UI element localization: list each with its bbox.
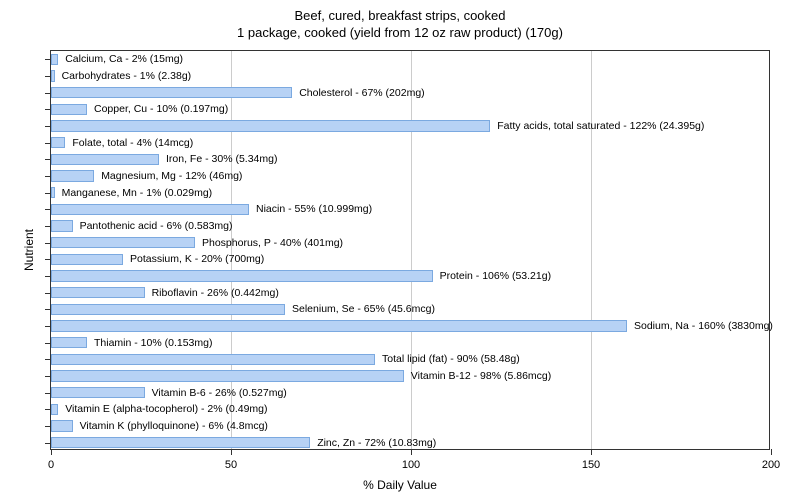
nutrient-bar	[51, 304, 285, 316]
nutrient-bar	[51, 254, 123, 266]
bar-row: Selenium, Se - 65% (45.6mcg)	[51, 304, 769, 316]
nutrient-bar-label: Magnesium, Mg - 12% (46mg)	[98, 171, 242, 182]
bar-row: Iron, Fe - 30% (5.34mg)	[51, 154, 769, 166]
nutrient-bar-label: Vitamin K (phylloquinone) - 6% (4.8mcg)	[77, 421, 268, 432]
nutrient-bar	[51, 70, 55, 82]
nutrient-bar	[51, 354, 375, 366]
chart-title-line2: 1 package, cooked (yield from 12 oz raw …	[0, 25, 800, 42]
nutrient-bar-label: Selenium, Se - 65% (45.6mcg)	[289, 304, 435, 315]
bar-row: Fatty acids, total saturated - 122% (24.…	[51, 120, 769, 132]
nutrient-bar	[51, 220, 73, 232]
nutrient-bar-label: Vitamin B-6 - 26% (0.527mg)	[149, 387, 287, 398]
nutrient-bar-label: Thiamin - 10% (0.153mg)	[91, 337, 212, 348]
plot-area: 050100150200Calcium, Ca - 2% (15mg)Carbo…	[50, 50, 770, 450]
x-tick	[591, 449, 592, 455]
nutrient-bar-label: Copper, Cu - 10% (0.197mg)	[91, 104, 228, 115]
x-tick	[411, 449, 412, 455]
nutrient-bar-label: Fatty acids, total saturated - 122% (24.…	[494, 121, 704, 132]
nutrient-bar-label: Vitamin B-12 - 98% (5.86mcg)	[408, 371, 551, 382]
nutrient-bar-label: Riboflavin - 26% (0.442mg)	[149, 287, 279, 298]
nutrient-bar	[51, 437, 310, 449]
nutrient-bar	[51, 237, 195, 249]
bar-row: Carbohydrates - 1% (2.38g)	[51, 70, 769, 82]
nutrient-bar-label: Cholesterol - 67% (202mg)	[296, 87, 424, 98]
nutrient-bar	[51, 87, 292, 99]
x-tick	[231, 449, 232, 455]
nutrient-bar	[51, 320, 627, 332]
bar-row: Pantothenic acid - 6% (0.583mg)	[51, 220, 769, 232]
bar-row: Total lipid (fat) - 90% (58.48g)	[51, 354, 769, 366]
nutrient-bar	[51, 404, 58, 416]
x-tick-label: 50	[225, 459, 237, 471]
nutrient-bar-label: Carbohydrates - 1% (2.38g)	[59, 71, 192, 82]
bar-row: Potassium, K - 20% (700mg)	[51, 254, 769, 266]
nutrient-bar-label: Niacin - 55% (10.999mg)	[253, 204, 372, 215]
nutrient-bar	[51, 370, 404, 382]
x-tick-label: 200	[762, 459, 780, 471]
nutrient-bar-label: Vitamin E (alpha-tocopherol) - 2% (0.49m…	[62, 404, 267, 415]
nutrient-bar-label: Total lipid (fat) - 90% (58.48g)	[379, 354, 520, 365]
nutrient-bar	[51, 420, 73, 432]
nutrient-bar-label: Manganese, Mn - 1% (0.029mg)	[59, 187, 213, 198]
nutrient-chart: Beef, cured, breakfast strips, cooked 1 …	[0, 0, 800, 500]
x-axis-label: % Daily Value	[363, 478, 437, 492]
nutrient-bar-label: Protein - 106% (53.21g)	[437, 271, 551, 282]
bar-row: Copper, Cu - 10% (0.197mg)	[51, 104, 769, 116]
bar-row: Phosphorus, P - 40% (401mg)	[51, 237, 769, 249]
bar-row: Manganese, Mn - 1% (0.029mg)	[51, 187, 769, 199]
nutrient-bar	[51, 120, 490, 132]
x-tick-label: 100	[402, 459, 420, 471]
nutrient-bar-label: Phosphorus, P - 40% (401mg)	[199, 237, 343, 248]
chart-title: Beef, cured, breakfast strips, cooked 1 …	[0, 0, 800, 42]
nutrient-bar-label: Pantothenic acid - 6% (0.583mg)	[77, 221, 233, 232]
bar-row: Vitamin E (alpha-tocopherol) - 2% (0.49m…	[51, 404, 769, 416]
nutrient-bar-label: Calcium, Ca - 2% (15mg)	[62, 54, 183, 65]
nutrient-bar	[51, 270, 433, 282]
x-tick	[771, 449, 772, 455]
chart-title-line1: Beef, cured, breakfast strips, cooked	[0, 8, 800, 25]
y-axis-label: Nutrient	[22, 229, 36, 271]
nutrient-bar	[51, 54, 58, 66]
x-tick-label: 150	[582, 459, 600, 471]
nutrient-bar	[51, 387, 145, 399]
bar-row: Protein - 106% (53.21g)	[51, 270, 769, 282]
nutrient-bar	[51, 337, 87, 349]
bar-row: Vitamin B-12 - 98% (5.86mcg)	[51, 370, 769, 382]
nutrient-bar	[51, 137, 65, 149]
nutrient-bar-label: Folate, total - 4% (14mcg)	[69, 137, 193, 148]
bar-row: Folate, total - 4% (14mcg)	[51, 137, 769, 149]
nutrient-bar	[51, 287, 145, 299]
bar-row: Sodium, Na - 160% (3830mg)	[51, 320, 769, 332]
bar-row: Niacin - 55% (10.999mg)	[51, 204, 769, 216]
bar-row: Thiamin - 10% (0.153mg)	[51, 337, 769, 349]
bar-row: Magnesium, Mg - 12% (46mg)	[51, 170, 769, 182]
nutrient-bar	[51, 170, 94, 182]
bar-row: Cholesterol - 67% (202mg)	[51, 87, 769, 99]
bar-row: Vitamin B-6 - 26% (0.527mg)	[51, 387, 769, 399]
bar-row: Calcium, Ca - 2% (15mg)	[51, 54, 769, 66]
x-tick-label: 0	[48, 459, 54, 471]
x-tick	[51, 449, 52, 455]
nutrient-bar	[51, 104, 87, 116]
nutrient-bar-label: Potassium, K - 20% (700mg)	[127, 254, 264, 265]
nutrient-bar	[51, 154, 159, 166]
nutrient-bar-label: Iron, Fe - 30% (5.34mg)	[163, 154, 277, 165]
nutrient-bar	[51, 204, 249, 216]
nutrient-bar-label: Sodium, Na - 160% (3830mg)	[631, 321, 773, 332]
bar-row: Riboflavin - 26% (0.442mg)	[51, 287, 769, 299]
bar-row: Vitamin K (phylloquinone) - 6% (4.8mcg)	[51, 420, 769, 432]
nutrient-bar	[51, 187, 55, 199]
nutrient-bar-label: Zinc, Zn - 72% (10.83mg)	[314, 437, 436, 448]
bar-row: Zinc, Zn - 72% (10.83mg)	[51, 437, 769, 449]
